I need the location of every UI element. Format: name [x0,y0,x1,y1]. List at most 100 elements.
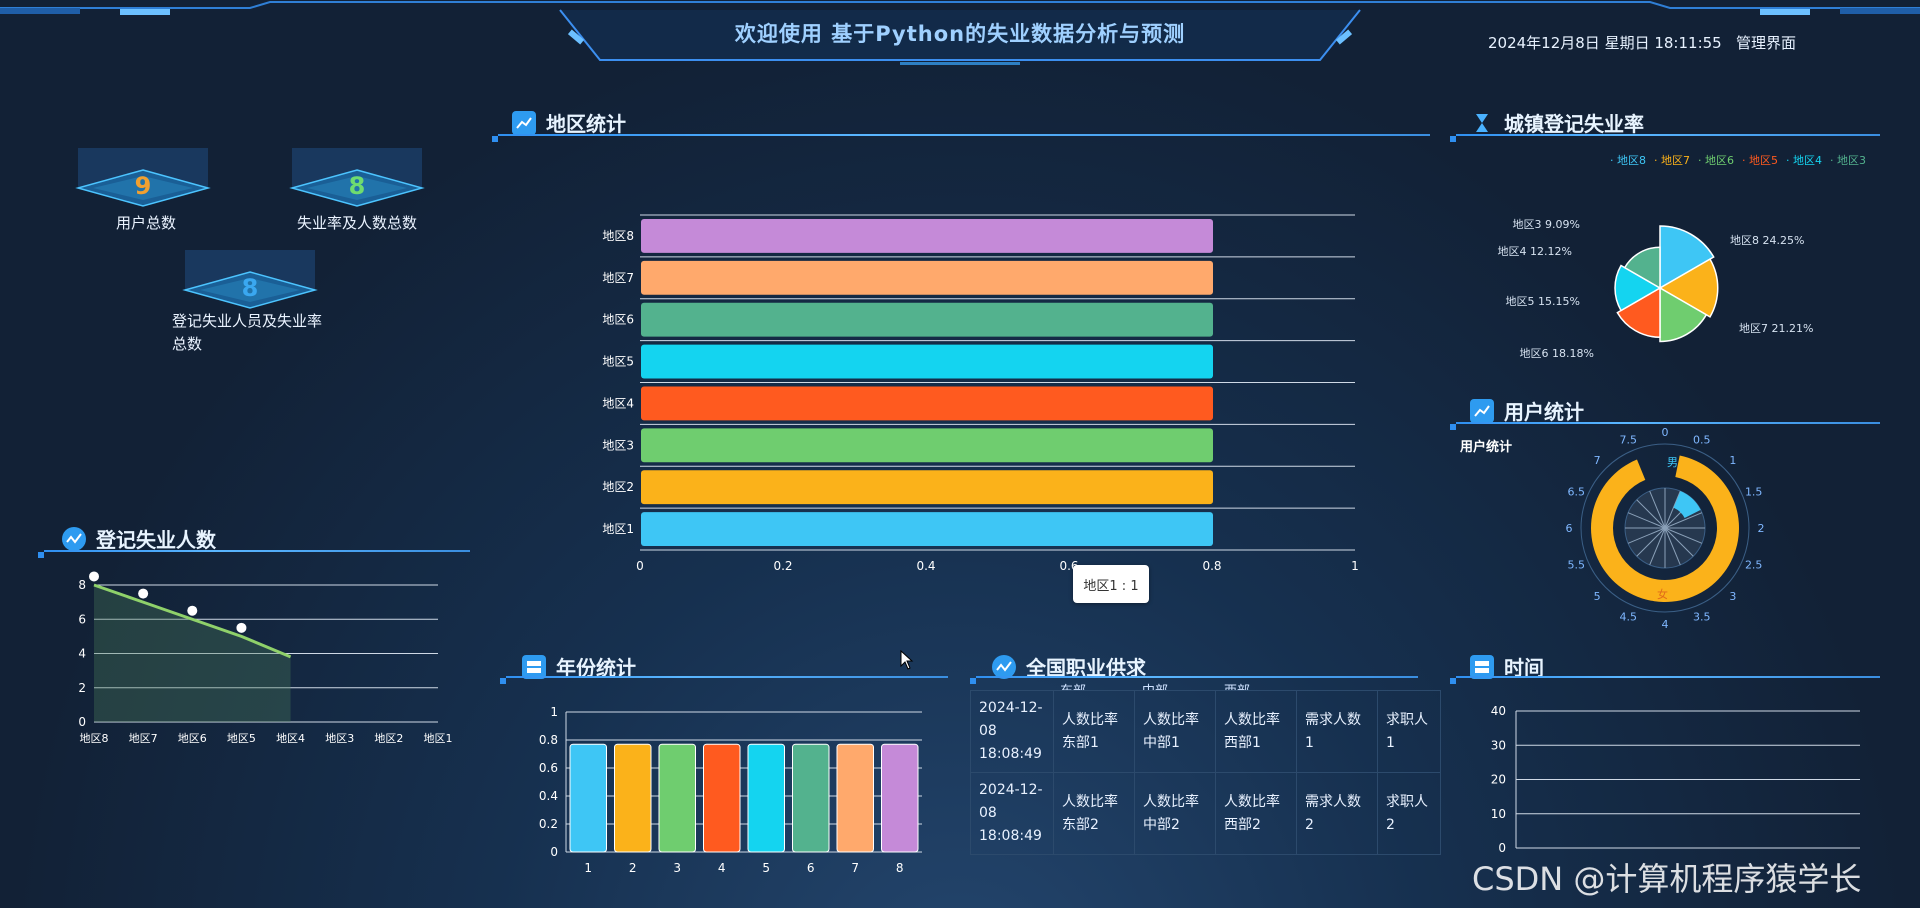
legend-item: · 地区4 [1786,154,1822,167]
y-tick-label: 0.2 [539,817,558,831]
slice-label: 地区6 18.18% [1520,347,1594,360]
time-bar-chart[interactable]: 0 10 20 30 40 [1460,700,1880,860]
y-tick-label: 地区2 [602,480,634,494]
data-point [138,588,149,599]
x-tick-label: 6 [807,861,815,875]
x-tick-label: 0.2 [773,559,792,573]
y-tick-label: 30 [1491,738,1506,752]
y-tick-label: 0.6 [539,761,558,775]
y-tick-label: 8 [78,578,86,592]
table-cell: 人数比率西部1 [1215,690,1297,773]
angle-tick-label: 2.5 [1745,559,1763,572]
angle-tick-label: 7 [1594,454,1601,467]
admin-link[interactable]: 管理界面 [1736,34,1797,52]
pie-slice [1614,264,1662,312]
jobs-table-header-partial: 东部 中部 西部 [1060,680,1250,690]
angle-tick-label: 6 [1566,522,1573,535]
y-tick-label: 地区1 [602,522,634,536]
bar [641,260,1213,295]
bar [569,743,607,853]
x-tick-label: 5 [762,861,770,875]
bar [641,428,1213,463]
x-tick-label: 地区1 [424,732,453,745]
x-tick-label: 2 [629,861,637,875]
bar [641,302,1213,337]
bar [641,470,1213,505]
kpi-value: 8 [241,274,259,302]
section-divider [970,676,1418,684]
spoke [1636,499,1666,529]
spoke [1664,527,1694,557]
angle-tick-label: 4 [1662,618,1669,631]
angle-tick-label: 7.5 [1620,433,1638,446]
y-tick-label: 2 [78,681,86,695]
table-cell: 求职人2 [1377,772,1441,855]
registered-line-chart[interactable]: 0 2 4 6 8 地区8 地区7 地区6 地区5 地区4 地区3 地区2 地区1 [60,560,460,750]
y-tick-label: 0.4 [539,789,558,803]
user-chart-label: 用户统计 [1460,440,1513,455]
data-point [187,605,198,616]
y-tick-label: 6 [78,612,86,626]
angle-tick-label: 3 [1729,590,1736,603]
y-tick-label: 地区8 [602,229,634,243]
angle-tick-label: 6.5 [1568,485,1586,498]
trend-icon [1470,398,1494,423]
bar [703,743,741,853]
angle-tick-label: 1.5 [1745,485,1763,498]
spoke [1627,512,1666,529]
bar [792,743,830,853]
header-frame [0,1,1920,65]
spoke [1636,527,1666,557]
data-point [89,571,99,582]
bar [836,743,874,853]
y-tick-label: 0 [1498,841,1506,855]
axis-circle [1580,443,1750,613]
section-divider [38,550,470,558]
bar [641,386,1213,421]
cursor-icon [900,650,914,670]
kpi-unemployment-total: 8 [282,130,432,220]
x-tick-label: 地区8 [80,732,109,745]
pie-slice [1659,286,1708,343]
section-divider [500,676,948,684]
y-tick-label: 1 [550,705,558,719]
trend-icon [512,110,536,135]
y-tick-label: 10 [1491,807,1506,821]
user-polar-chart[interactable]: 男女 0 0.5 1 1.5 2 2.5 3 3.5 4 4.5 5 5.5 6 6.5 7 7.5 [1560,424,1770,632]
x-tick-label: 地区7 [129,732,158,745]
wave-icon [992,654,1016,679]
section-divider [1450,676,1880,684]
y-tick-label: 地区3 [602,438,634,452]
table-cell: 人数比率中部2 [1134,772,1216,855]
slice-label: 地区3 9.09% [1513,218,1580,231]
angle-tick-label: 2 [1758,522,1765,535]
hourglass-icon [1470,111,1494,135]
x-tick-label: 0.4 [916,559,935,573]
pie-slice [1616,286,1661,338]
bar [614,743,652,853]
server-icon [1470,654,1494,679]
wave-icon [62,526,86,551]
y-tick-label: 地区4 [602,396,634,410]
urban-rose-chart[interactable]: · 地区8 · 地区7 · 地区6 · 地区5 · 地区4 · 地区3 地区8 24.25%… [1450,146,1890,386]
y-tick-label: 地区6 [602,313,634,327]
x-tick-label: 地区6 [178,732,207,745]
y-tick-label: 0.8 [539,733,558,747]
x-tick-label: 地区4 [276,732,305,745]
x-tick-label: 地区5 [227,732,256,745]
kpi-registered-total: 8 [175,232,325,322]
x-tick-label: 4 [718,861,726,875]
x-tick-label: 1 [584,861,592,875]
spoke [1664,490,1681,529]
polar-bar [1673,491,1701,519]
angle-tick-label: 1 [1729,454,1736,467]
section-urban-title: 城镇登记失业率 [1470,108,1644,137]
angle-tick-label: 0.5 [1693,433,1711,446]
area-fill [94,585,291,722]
server-icon [522,654,546,679]
year-bar-chart[interactable]: 0 0.2 0.4 0.6 0.8 1 1 2 3 4 5 6 7 8 [520,702,940,880]
legend-item: · 地区5 [1742,154,1778,167]
y-tick-label: 40 [1491,704,1506,718]
spoke [1664,527,1681,566]
